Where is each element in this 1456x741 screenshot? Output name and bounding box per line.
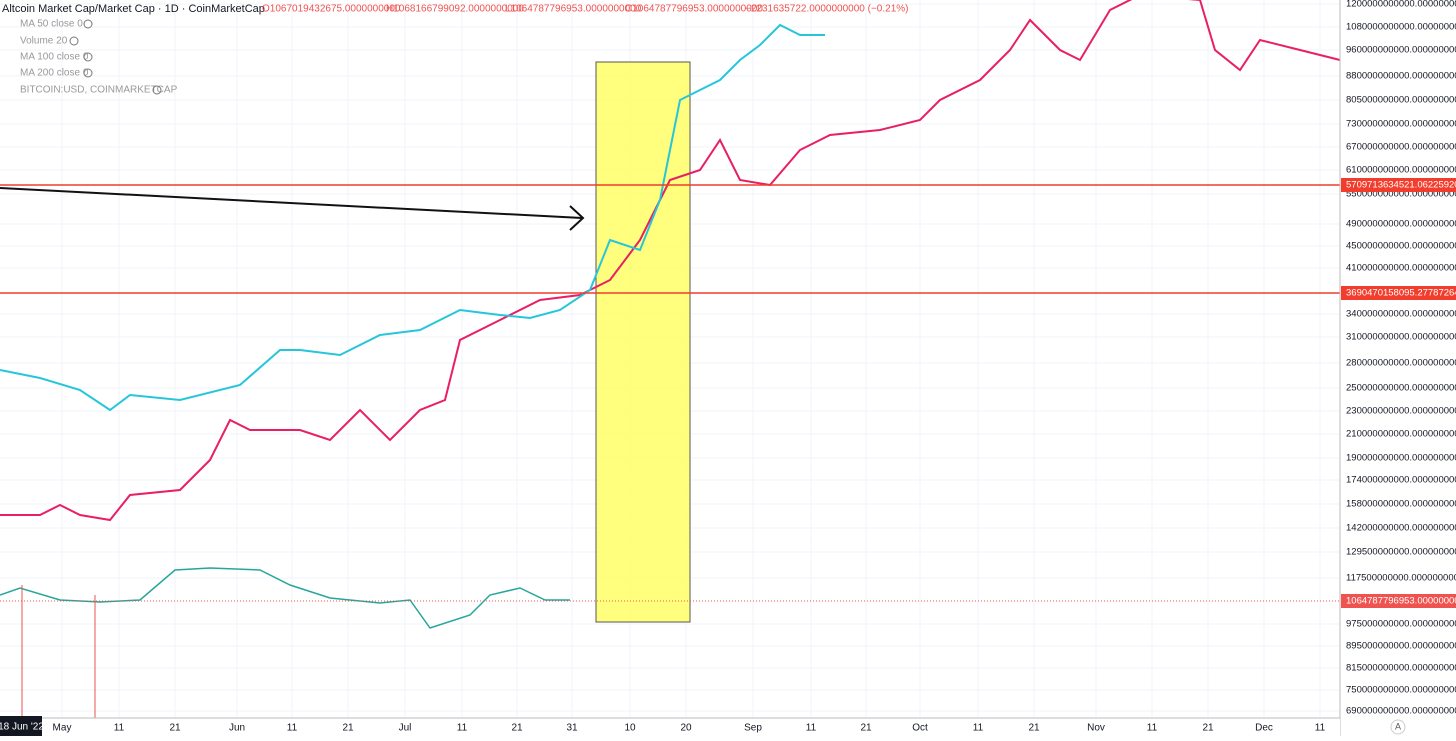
ohlc-close: C1064787796953.0000000000 [625,4,763,15]
time-label: 11 [114,723,125,734]
price-marker: 3690470158095.2778726400 [1346,288,1456,299]
time-label: 11 [973,723,984,734]
ratio-candles [0,567,570,629]
indicator-label: MA 100 close 0 [20,52,89,63]
visibility-toggle [83,52,93,62]
time-label: 21 [1028,723,1040,734]
ohlc-low: L1064787796953.0000000000 [505,4,642,15]
price-label: 1200000000000.0000000000 [1346,0,1456,10]
price-label: 250000000000.0000000000 [1346,383,1456,394]
price-label: 129500000000.0000000000 [1346,547,1456,558]
auto-button-label[interactable]: A [1395,721,1401,731]
price-marker: 5709713634521.0622592000 [1346,180,1456,191]
time-axis-bg [0,718,1340,736]
visibility-toggle [83,19,93,29]
price-label: 815000000000.0000000000 [1346,663,1456,674]
price-axis-bg [1340,0,1456,736]
time-label: Oct [912,723,928,734]
price-label: 975000000000.0000000000 [1346,619,1456,630]
time-label: 21 [860,723,872,734]
time-label: 10 [624,723,636,734]
price-label: 490000000000.0000000000 [1346,219,1456,230]
price-label: 750000000000.0000000000 [1346,685,1456,696]
time-label: May [53,723,72,734]
time-label: 11 [1147,723,1158,734]
price-label: 895000000000.0000000000 [1346,641,1456,652]
bitcoin-series [0,23,825,412]
price-label: 805000000000.0000000000 [1346,95,1456,106]
time-label: Jul [399,723,412,734]
time-label: 21 [1202,723,1214,734]
indicator-label: Volume 20 [20,36,68,47]
ohlc-high: H1068166799092.0000000000 [386,4,524,15]
price-marker: 1064787796953.0000000000 [1346,596,1456,607]
visibility-toggle [69,36,79,46]
time-label: Sep [744,723,762,734]
arrow [0,187,583,219]
price-label: 158000000000.0000000000 [1346,499,1456,510]
price-label: 550000000000.0000000000 [1346,189,1456,200]
price-label: 880000000000.0000000000 [1346,71,1456,82]
highlight-box [595,61,691,623]
indicator-label: MA 200 close 0 [20,68,89,79]
cursor-date: 18 Jun '22 [0,722,44,733]
price-label: 340000000000.0000000000 [1346,309,1456,320]
time-label: Jun [229,723,245,734]
price-label: 280000000000.0000000000 [1346,358,1456,369]
price-label: 230000000000.0000000000 [1346,406,1456,417]
price-label: 142000000000.0000000000 [1346,523,1456,534]
time-label: 21 [169,723,181,734]
price-label: 670000000000.0000000000 [1346,142,1456,153]
price-label: 117500000000.0000000000 [1346,573,1456,584]
price-label: 1080000000000.0000000000 [1346,22,1456,33]
time-label: 31 [566,723,578,734]
price-label: 450000000000.0000000000 [1346,241,1456,252]
labels: MA 50 close 0 Volume 20 MA 100 close 0 MA 2… [20,0,1456,734]
time-label: 11 [1315,723,1326,734]
time-label: 11 [457,723,468,734]
indicator-label: BITCOIN:USD, COINMARKETCAP [20,85,178,96]
price-label: 210000000000.0000000000 [1346,429,1456,440]
auto-button[interactable] [1390,719,1406,735]
arrow-head [569,205,585,231]
indicator-label: MA 50 close 0 [20,19,83,30]
price-label: 190000000000.0000000000 [1346,453,1456,464]
price-marker-box [1341,286,1456,300]
visibility-toggle [152,85,162,95]
altcoin-series [0,0,1341,522]
time-label: Nov [1087,723,1105,734]
price-marker-box [1341,178,1456,192]
time-label: 21 [511,723,523,734]
time-label: 20 [680,723,692,734]
price-label: 690000000000.0000000000 [1346,706,1456,717]
price-label: 410000000000.0000000000 [1346,263,1456,274]
time-label: Dec [1255,723,1273,734]
time-label: 21 [342,723,354,734]
ohlc-open: O1067019432675.0000000000 [262,4,401,15]
price-label: 310000000000.0000000000 [1346,332,1456,343]
time-label: 11 [287,723,298,734]
time-label: 11 [806,723,817,734]
price-label: 610000000000.0000000000 [1346,165,1456,176]
ohlc-change: −2231635722.0000000000 (−0.21%) [745,4,908,15]
cursor-date-box [0,716,42,736]
visibility-toggle [83,68,93,78]
price-label: 174000000000.0000000000 [1346,475,1456,486]
price-label: 730000000000.0000000000 [1346,119,1456,130]
price-marker-box [1341,594,1456,608]
price-label: 960000000000.0000000000 [1346,45,1456,56]
chart-title: Altcoin Market Cap/Market Cap · 1D · Coi… [2,3,265,15]
